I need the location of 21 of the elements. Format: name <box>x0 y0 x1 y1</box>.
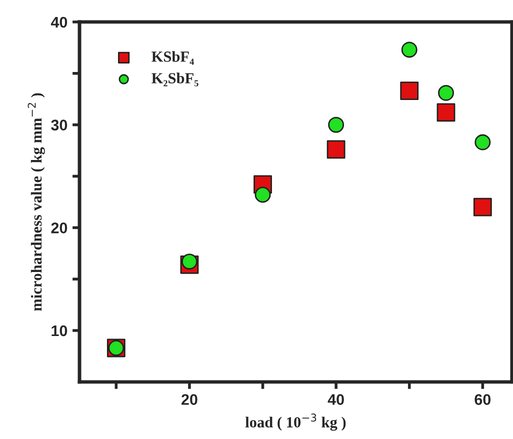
point <box>436 103 456 122</box>
y-tick-label: 30 <box>51 120 68 131</box>
point <box>474 134 491 150</box>
point <box>326 140 346 159</box>
y-tick-label: 20 <box>51 222 68 234</box>
point <box>401 42 418 58</box>
point <box>438 84 454 101</box>
x-tick-label: 60 <box>474 394 491 405</box>
point <box>473 198 492 216</box>
point <box>400 82 419 100</box>
legend-label: K₂SbF₅ <box>152 72 198 86</box>
point <box>328 116 344 133</box>
x-axis-title: load ( 10$^{−3}$ kg ) <box>245 414 346 431</box>
x-tick-label: 40 <box>328 394 344 405</box>
legend-label: KSbF₄ <box>152 51 194 65</box>
point <box>181 254 198 270</box>
y-axis-title: microhardness value ( kg mm$^{−2}$ ) <box>28 93 45 311</box>
point <box>254 186 271 203</box>
y-tick-label: 40 <box>50 16 68 28</box>
x-tick-label: 20 <box>181 394 198 405</box>
y-tick-label: 10 <box>52 325 68 336</box>
